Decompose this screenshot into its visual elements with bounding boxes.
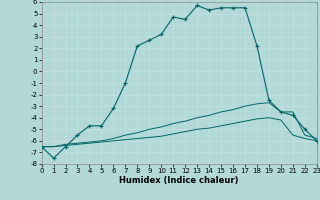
X-axis label: Humidex (Indice chaleur): Humidex (Indice chaleur) [119,176,239,185]
